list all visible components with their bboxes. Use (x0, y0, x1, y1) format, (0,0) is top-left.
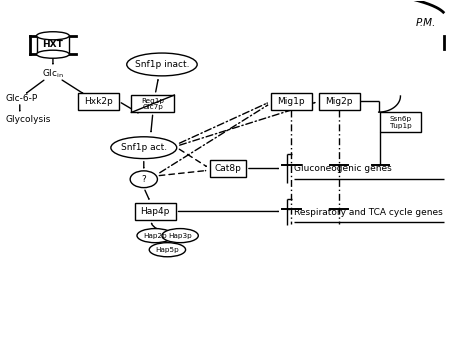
Text: Hap2p: Hap2p (143, 233, 167, 239)
Text: Glc$_{\rm in}$: Glc$_{\rm in}$ (42, 68, 64, 80)
Text: Cat8p: Cat8p (214, 164, 241, 173)
Ellipse shape (137, 228, 173, 243)
Text: Snf1p act.: Snf1p act. (121, 143, 167, 152)
Text: Respiratory and TCA cycle genes: Respiratory and TCA cycle genes (294, 208, 442, 217)
FancyBboxPatch shape (271, 93, 312, 110)
Text: Mig2p: Mig2p (325, 97, 353, 106)
Text: Glycolysis: Glycolysis (5, 115, 51, 124)
Ellipse shape (127, 53, 197, 76)
Text: Reg1p: Reg1p (141, 98, 164, 104)
Text: Glc-6-P: Glc-6-P (5, 94, 37, 102)
FancyBboxPatch shape (135, 204, 175, 219)
Text: Snf1p inact.: Snf1p inact. (135, 60, 189, 69)
Text: Hap3p: Hap3p (168, 233, 192, 239)
Text: Hap4p: Hap4p (140, 207, 170, 216)
Text: Gluconeogenic genes: Gluconeogenic genes (294, 164, 392, 173)
Ellipse shape (130, 171, 157, 188)
Text: P.M.: P.M. (415, 18, 436, 28)
Text: Hap5p: Hap5p (155, 247, 179, 253)
Text: Ssn6p
Tup1p: Ssn6p Tup1p (389, 116, 411, 129)
Ellipse shape (36, 32, 69, 40)
Text: Hxk2p: Hxk2p (84, 97, 113, 106)
FancyBboxPatch shape (36, 36, 69, 54)
FancyBboxPatch shape (319, 93, 360, 110)
Text: Glc7p: Glc7p (143, 104, 164, 110)
FancyBboxPatch shape (78, 93, 119, 110)
Text: Mig1p: Mig1p (278, 97, 305, 106)
Ellipse shape (36, 50, 69, 58)
Ellipse shape (162, 228, 198, 243)
FancyBboxPatch shape (131, 95, 174, 113)
FancyBboxPatch shape (380, 112, 421, 132)
Text: HXT: HXT (43, 40, 64, 50)
FancyBboxPatch shape (210, 160, 246, 177)
Ellipse shape (149, 243, 186, 257)
Ellipse shape (111, 137, 177, 159)
Text: ?: ? (141, 175, 146, 184)
